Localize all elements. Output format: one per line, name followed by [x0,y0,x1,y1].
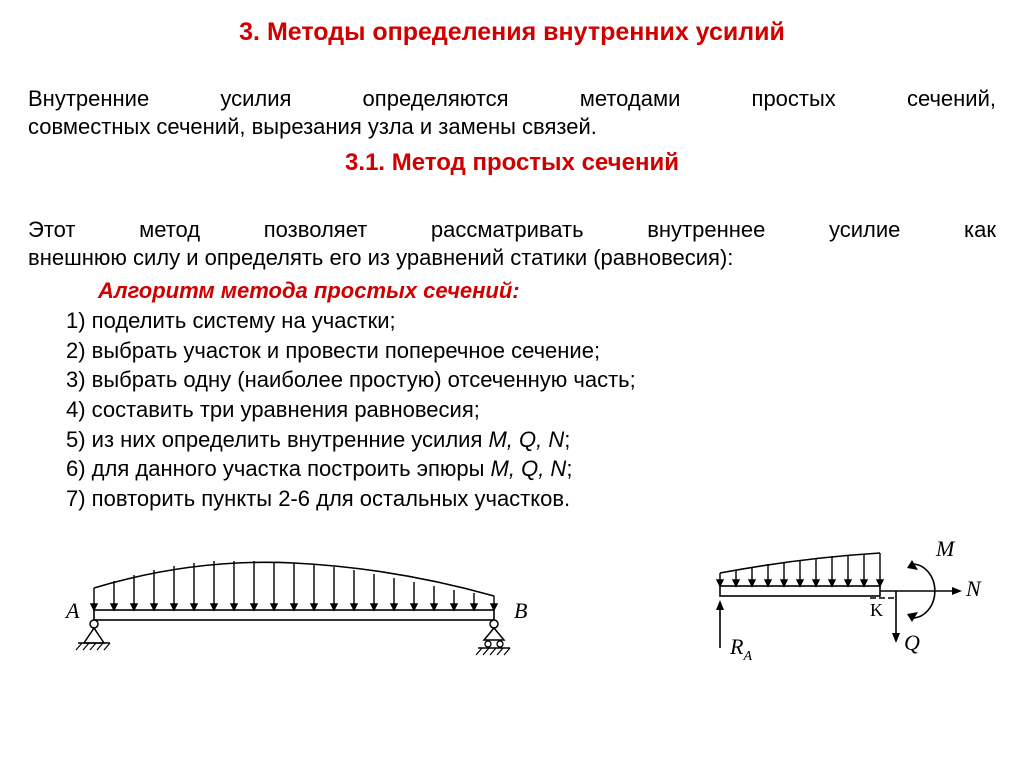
para1-line1: Внутренние усилия определяются методами … [28,85,996,113]
label-a: A [64,598,80,623]
label-n: N [965,576,982,601]
algorithm-title: Алгоритм метода простых сечений: [98,278,996,304]
label-m: M [935,536,956,561]
para2-line1: Этот метод позволяет рассматривать внутр… [28,216,996,244]
step-6-vars: M, Q, N [491,456,567,481]
label-k: K [870,600,883,620]
section-heading: 3. Методы определения внутренних усилий [28,18,996,47]
step-7: 7) повторить пункты 2-6 для остальных уч… [66,484,996,514]
document-page: 3. Методы определения внутренних усилий … [0,0,1024,668]
step-6: 6) для данного участка построить эпюры M… [66,454,996,484]
figure-section-forces: N M Q K RA [660,528,990,668]
para1-line2: совместных сечений, вырезания узла и зам… [28,114,597,139]
paragraph-2: Этот метод позволяет рассматривать внутр… [28,187,996,271]
paragraph-1: Внутренние усилия определяются методами … [28,57,996,141]
step-5-end: ; [564,427,570,452]
para2-line2: внешнюю силу и определять его из уравнен… [28,245,733,270]
step-3: 3) выбрать одну (наиболее простую) отсеч… [66,365,996,395]
subsection-heading: 3.1. Метод простых сечений [28,149,996,177]
step-6-end: ; [566,456,572,481]
figure-beam-ab: A B [34,528,554,658]
label-q: Q [904,630,920,655]
label-b: B [514,598,527,623]
figures-row: A B [28,528,996,668]
step-5-text: 5) из них определить внутренние усилия [66,427,488,452]
algorithm-list: 1) поделить систему на участки; 2) выбра… [66,306,996,514]
step-1: 1) поделить систему на участки; [66,306,996,336]
label-ra: RA [729,634,752,664]
step-4: 4) составить три уравнения равновесия; [66,395,996,425]
step-5-vars: M, Q, N [488,427,564,452]
step-5: 5) из них определить внутренние усилия M… [66,425,996,455]
step-6-text: 6) для данного участка построить эпюры [66,456,491,481]
step-2: 2) выбрать участок и провести поперечное… [66,336,996,366]
